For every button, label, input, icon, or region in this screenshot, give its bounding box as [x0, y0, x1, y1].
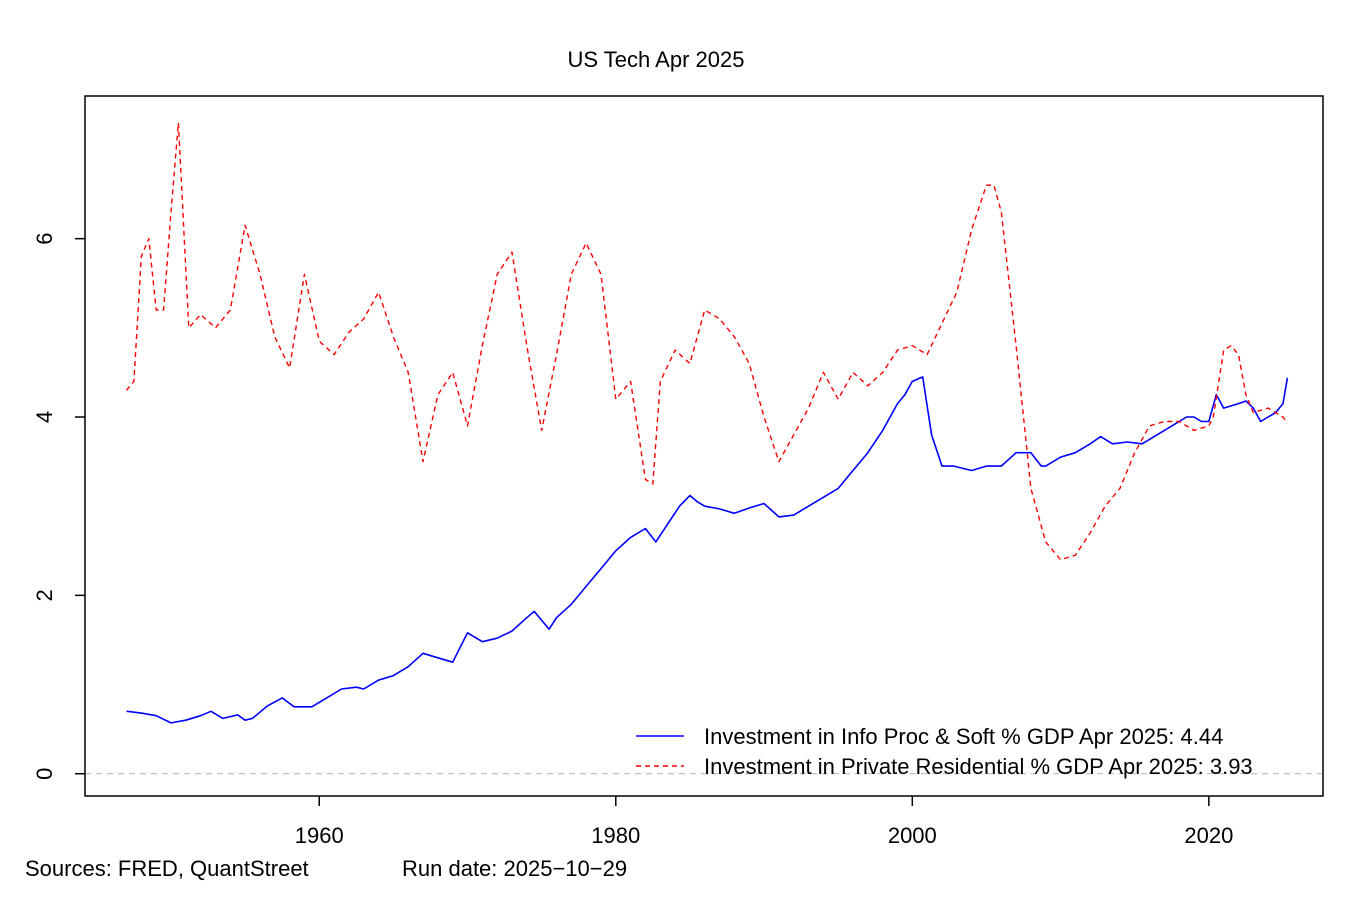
y-tick-label: 2: [32, 589, 57, 601]
chart-title: US Tech Apr 2025: [568, 47, 745, 72]
legend-label-info-proc: Investment in Info Proc & Soft % GDP Apr…: [704, 724, 1223, 749]
x-tick-label: 1960: [295, 823, 344, 848]
x-tick-label: 1980: [591, 823, 640, 848]
series-line-residential: [125, 122, 1288, 561]
legend-label-residential: Investment in Private Residential % GDP …: [704, 754, 1253, 779]
x-tick-label: 2020: [1184, 823, 1233, 848]
plot-area: [85, 122, 1323, 775]
footer-sources: Sources: FRED, QuantStreet: [25, 856, 309, 881]
plot-frame: [84, 95, 1324, 797]
y-tick-label: 6: [32, 233, 57, 245]
legend: Investment in Info Proc & Soft % GDP Apr…: [636, 724, 1253, 779]
y-tick-label: 4: [32, 411, 57, 423]
y-tick-label: 0: [32, 768, 57, 780]
footer-run-date: Run date: 2025−10−29: [402, 856, 628, 881]
series-line-info-proc: [126, 376, 1289, 724]
x-tick-label: 2000: [888, 823, 937, 848]
chart: US Tech Apr 2025 Investment in Info Proc…: [32, 47, 1324, 848]
